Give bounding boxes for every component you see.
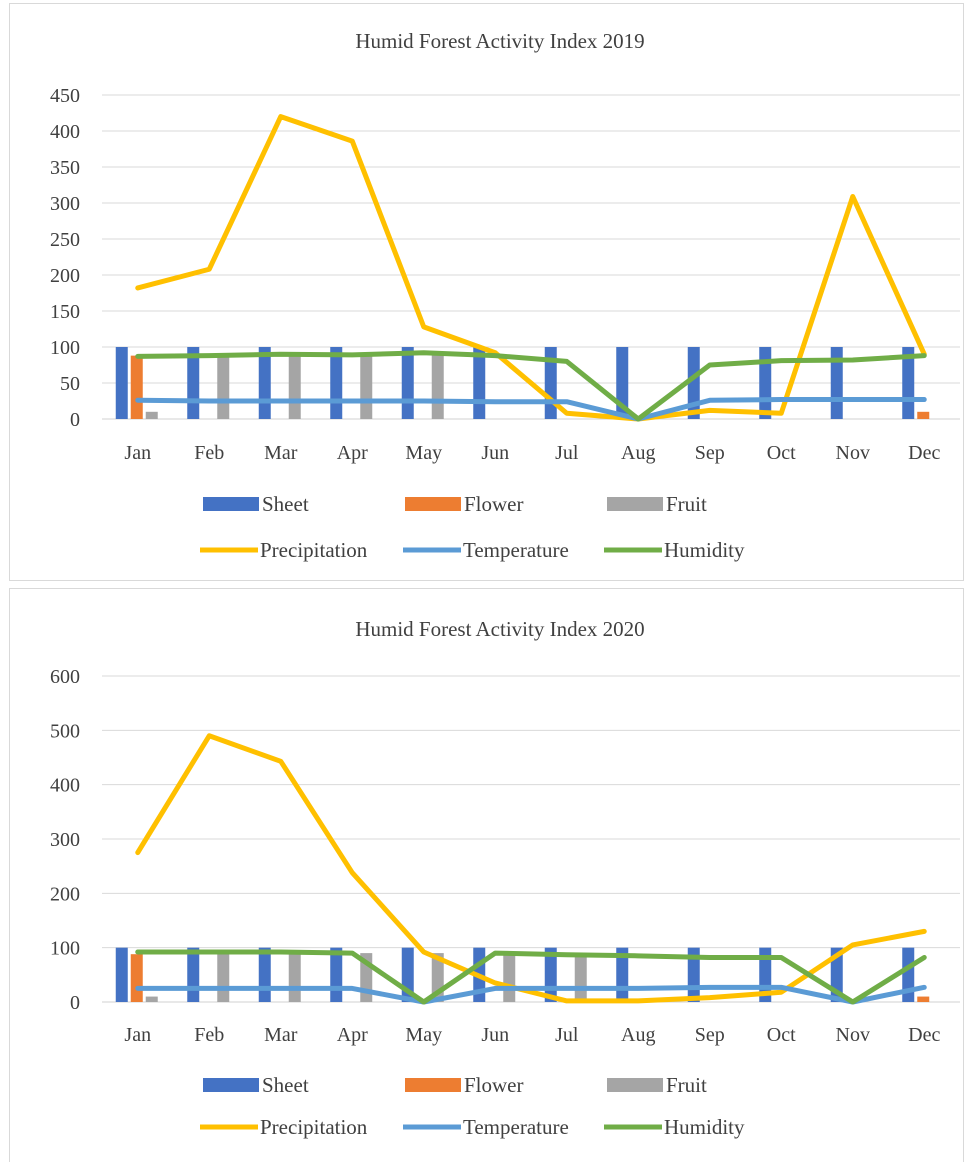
x-tick-label-jan: Jan xyxy=(124,1024,151,1046)
bar-fruit-jul xyxy=(575,953,587,1002)
x-tick-label-feb: Feb xyxy=(194,442,224,464)
y-tick-label-500: 500 xyxy=(50,720,80,742)
y-tick-label-300: 300 xyxy=(50,193,80,215)
x-tick-label-sep: Sep xyxy=(695,1024,725,1046)
legend-label-humidity: Humidity xyxy=(664,1115,745,1139)
legend-label-fruit: Fruit xyxy=(666,492,707,516)
y-tick-label-100: 100 xyxy=(50,337,80,359)
y-tick-label-350: 350 xyxy=(50,157,80,179)
chart-2019-plot: Humid Forest Activity Index 2019 0 50 100 15… xyxy=(10,4,965,582)
x-tick-label-sep: Sep xyxy=(695,442,725,464)
legend-swatch-sheet xyxy=(203,1078,259,1092)
y-tick-label-0: 0 xyxy=(70,409,80,431)
legend-swatch-fruit xyxy=(607,497,663,511)
legend-label-temperature: Temperature xyxy=(463,538,569,562)
legend-label-temperature: Temperature xyxy=(463,1115,569,1139)
x-tick-label-jul: Jul xyxy=(555,1024,579,1046)
legend-swatch-sheet xyxy=(203,497,259,511)
x-tick-label-may: May xyxy=(405,1024,442,1046)
x-tick-label-mar: Mar xyxy=(264,1024,298,1046)
x-tick-label-mar: Mar xyxy=(264,442,298,464)
chart-2020: Humid Forest Activity Index 2020 0 100 200 3… xyxy=(9,588,964,1162)
x-tick-label-jun: Jun xyxy=(481,442,509,464)
bar-fruit-jan xyxy=(146,997,158,1002)
legend-swatch-flower xyxy=(405,497,461,511)
x-tick-label-dec: Dec xyxy=(908,442,940,464)
bar-sheet-feb xyxy=(187,948,199,1002)
y-tick-label-300: 300 xyxy=(50,829,80,851)
bar-flower-dec xyxy=(917,412,929,419)
bar-flower-jan xyxy=(131,954,143,1002)
bar-sheet-mar xyxy=(259,347,271,419)
x-tick-label-may: May xyxy=(405,442,442,464)
chart-title: Humid Forest Activity Index 2020 xyxy=(355,617,644,641)
bar-fruit-feb xyxy=(217,354,229,419)
legend-label-sheet: Sheet xyxy=(262,1073,309,1097)
x-tick-label-apr: Apr xyxy=(337,442,368,464)
bar-fruit-jan xyxy=(146,412,158,419)
chart-2020-plot: Humid Forest Activity Index 2020 0 100 200 3… xyxy=(10,589,965,1163)
legend-swatch-fruit xyxy=(607,1078,663,1092)
x-tick-label-aug: Aug xyxy=(621,1024,655,1046)
x-tick-label-feb: Feb xyxy=(194,1024,224,1046)
y-tick-label-250: 250 xyxy=(50,229,80,251)
x-tick-label-nov: Nov xyxy=(836,1024,870,1046)
bar-flower-jan xyxy=(131,356,143,419)
y-tick-label-0: 0 xyxy=(70,992,80,1014)
x-tick-label-nov: Nov xyxy=(836,442,870,464)
bar-sheet-jan xyxy=(116,948,128,1002)
x-tick-label-oct: Oct xyxy=(767,442,796,464)
legend-label-flower: Flower xyxy=(464,1073,524,1097)
series-line-precipitation xyxy=(138,736,925,1001)
bar-sheet-jan xyxy=(116,347,128,419)
legend-label-sheet: Sheet xyxy=(262,492,309,516)
legend-label-precipitation: Precipitation xyxy=(260,538,368,562)
bar-sheet-oct xyxy=(759,347,771,419)
y-tick-label-600: 600 xyxy=(50,666,80,688)
y-tick-label-400: 400 xyxy=(50,775,80,797)
x-tick-label-oct: Oct xyxy=(767,1024,796,1046)
bar-sheet-jun xyxy=(473,347,485,419)
bar-fruit-jun xyxy=(503,953,515,1002)
y-tick-label-100: 100 xyxy=(50,938,80,960)
bar-sheet-may xyxy=(402,347,414,419)
bar-fruit-mar xyxy=(289,953,301,1002)
series-line-temperature xyxy=(138,987,925,1002)
chart-title: Humid Forest Activity Index 2019 xyxy=(355,29,644,53)
bar-fruit-apr xyxy=(360,354,372,419)
legend-label-flower: Flower xyxy=(464,492,524,516)
x-tick-label-aug: Aug xyxy=(621,442,655,464)
x-tick-label-jan: Jan xyxy=(124,442,151,464)
y-tick-label-200: 200 xyxy=(50,883,80,905)
legend-label-precipitation: Precipitation xyxy=(260,1115,368,1139)
x-tick-label-dec: Dec xyxy=(908,1024,940,1046)
x-tick-label-apr: Apr xyxy=(337,1024,368,1046)
y-tick-label-200: 200 xyxy=(50,265,80,287)
series-line-temperature xyxy=(138,400,925,419)
y-tick-label-150: 150 xyxy=(50,301,80,323)
bar-flower-dec xyxy=(917,997,929,1002)
legend-swatch-flower xyxy=(405,1078,461,1092)
x-tick-label-jun: Jun xyxy=(481,1024,509,1046)
bar-fruit-may xyxy=(432,354,444,419)
legend-label-humidity: Humidity xyxy=(664,538,745,562)
y-tick-label-400: 400 xyxy=(50,121,80,143)
bar-sheet-apr xyxy=(330,347,342,419)
chart-2019: Humid Forest Activity Index 2019 0 50 100 15… xyxy=(9,3,964,581)
y-tick-label-50: 50 xyxy=(60,373,80,395)
bar-sheet-apr xyxy=(330,948,342,1002)
bar-sheet-mar xyxy=(259,948,271,1002)
series-line-precipitation xyxy=(138,117,925,419)
bar-fruit-mar xyxy=(289,354,301,419)
bar-fruit-feb xyxy=(217,953,229,1002)
x-tick-label-jul: Jul xyxy=(555,442,579,464)
legend-label-fruit: Fruit xyxy=(666,1073,707,1097)
y-tick-label-450: 450 xyxy=(50,85,80,107)
